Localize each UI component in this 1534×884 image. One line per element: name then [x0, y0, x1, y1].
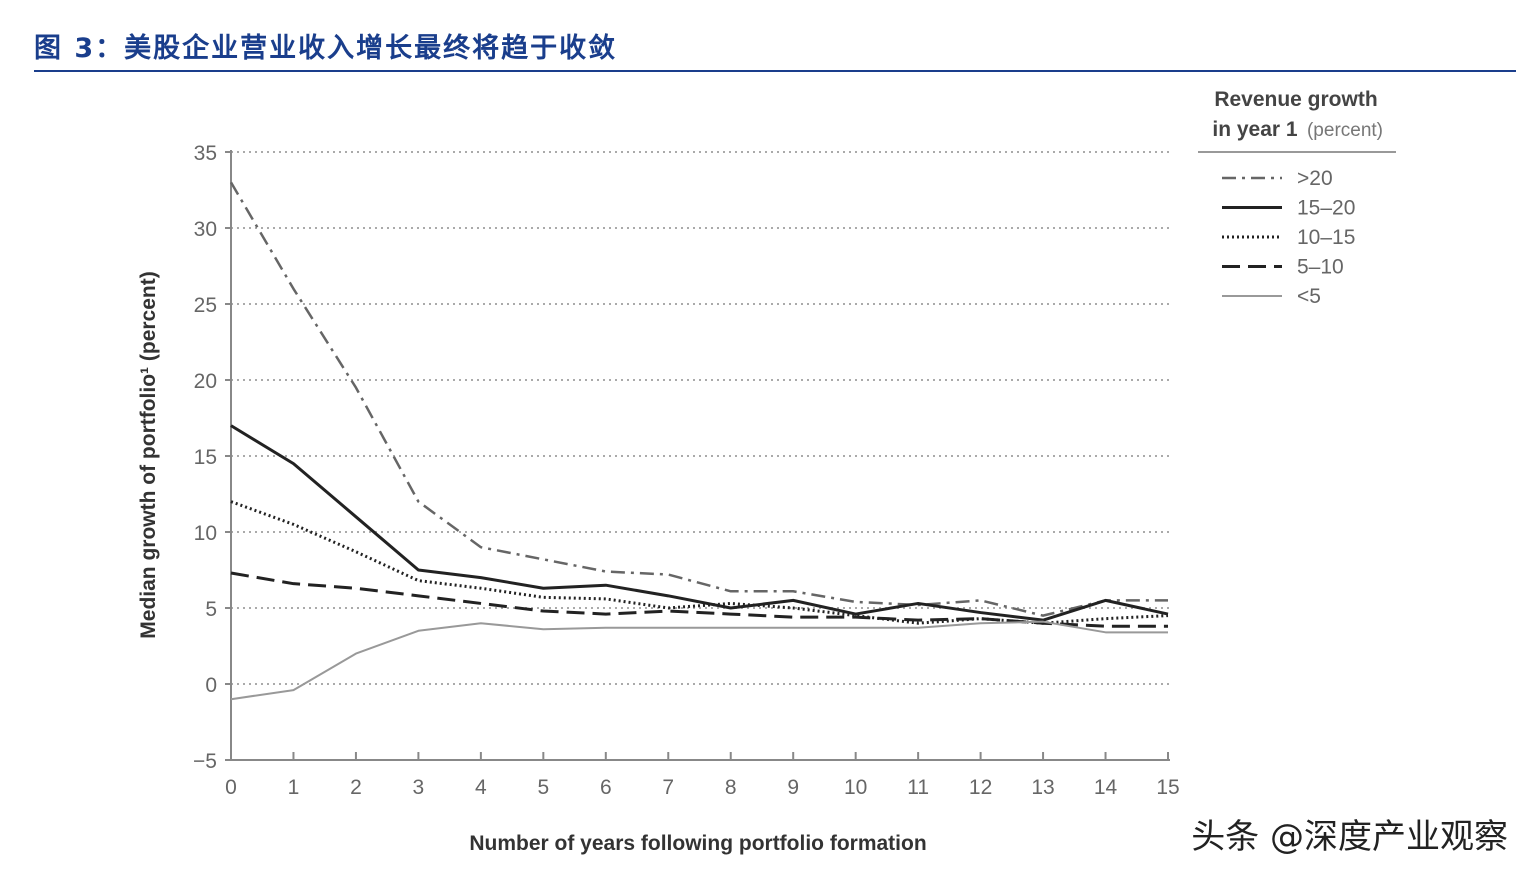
y-tick-label: 10 — [194, 522, 217, 545]
series-lines — [229, 181, 1169, 701]
x-tick-label: 13 — [1031, 776, 1054, 799]
x-tick-label: 9 — [787, 776, 799, 799]
y-tick-label: 25 — [194, 294, 217, 317]
x-tick-label: 3 — [413, 776, 425, 799]
y-axis-label: Median growth of portfolio¹ (percent) — [137, 271, 160, 638]
x-tick-label: 5 — [537, 776, 549, 799]
x-tick-label: 0 — [225, 776, 237, 799]
legend-label: <5 — [1297, 285, 1321, 308]
legend-label: >20 — [1297, 167, 1333, 190]
x-tick-label: 14 — [1094, 776, 1118, 799]
legend-label: 15–20 — [1297, 197, 1355, 220]
y-tick-label: 20 — [194, 370, 217, 393]
y-tick-label: −5 — [193, 750, 217, 773]
legend-title-line2: in year 1 — [1212, 118, 1298, 141]
x-tick-label: 4 — [475, 776, 487, 799]
x-tick-label: 8 — [725, 776, 737, 799]
x-tick-label: 12 — [969, 776, 992, 799]
x-tick-label: 6 — [600, 776, 612, 799]
series-line-2 — [230, 500, 1169, 625]
series-line-1 — [230, 424, 1169, 622]
x-tick-label: 11 — [907, 776, 929, 799]
x-tick-label: 7 — [662, 776, 674, 799]
y-tick-label: 15 — [194, 446, 217, 469]
legend-label: 5–10 — [1297, 256, 1344, 279]
legend-label: 10–15 — [1297, 226, 1355, 249]
figure-title: 图 3：美股企业营业收入增长最终将趋于收敛 — [34, 33, 618, 64]
watermark: 头条 @深度产业观察 — [1191, 817, 1508, 857]
x-tick-label: 10 — [844, 776, 867, 799]
x-tick-label: 15 — [1156, 776, 1179, 799]
x-tick-label: 1 — [288, 776, 300, 799]
series-line-3 — [230, 571, 1168, 628]
series-line-4 — [230, 620, 1168, 701]
y-tick-label: 30 — [194, 218, 217, 241]
y-tick-label: 0 — [205, 674, 217, 697]
series-line-0 — [229, 181, 1168, 617]
y-tick-label: 35 — [194, 142, 217, 165]
x-axis-label: Number of years following portfolio form… — [469, 832, 926, 855]
legend-title: Revenue growth — [1214, 88, 1377, 111]
y-tick-label: 5 — [205, 598, 217, 621]
title-divider — [34, 70, 1516, 72]
legend-title-unit: (percent) — [1307, 120, 1383, 141]
gridlines — [231, 151, 1170, 685]
x-tick-label: 2 — [350, 776, 362, 799]
legend: Revenue growth in year 1 (percent) >20 15… — [1198, 88, 1396, 308]
